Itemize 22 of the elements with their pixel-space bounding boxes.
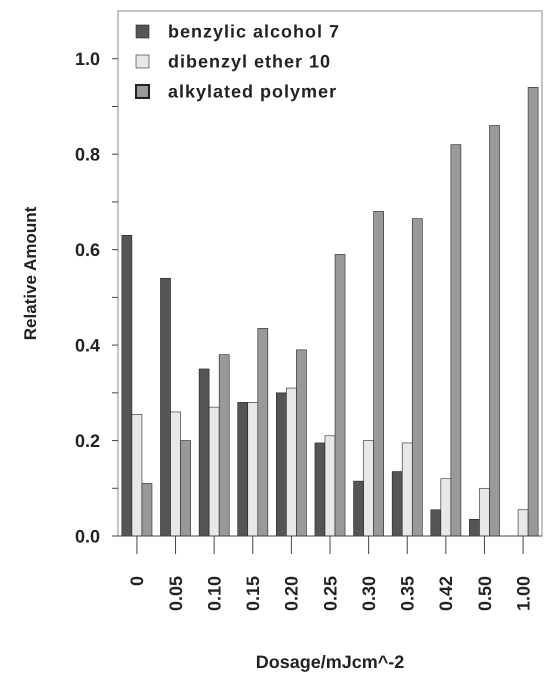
x-tick-label: 0.15 [243,576,264,612]
x-tick-label: 0.42 [436,576,456,612]
y-tick-label: 0.8 [74,144,100,164]
legend-label: dibenzyl ether 10 [168,51,332,72]
legend-label: benzylic alcohol 7 [168,21,340,42]
y-tick-label: 0.2 [74,430,100,451]
legend-label: alkylated polymer [168,81,338,102]
y-tick-label: 0.0 [74,526,100,546]
x-tick-label: 0.50 [474,576,495,612]
y-tick-label: 1.0 [74,49,100,70]
x-tick-label: 0.05 [166,576,186,612]
y-tick-label: 0.6 [74,240,100,260]
x-tick-label: 1.00 [513,576,534,612]
y-axis-title: Relative Amount [20,206,40,340]
x-tick-label: 0.20 [282,576,302,612]
y-tick-label: 0.4 [74,335,100,356]
x-tick-label: 0.30 [358,576,379,612]
x-tick-label: 0.25 [320,576,340,612]
x-axis-title: Dosage/mJcm^-2 [256,652,404,672]
x-tick-label: 0.35 [398,576,418,612]
x-tick-label: 0.10 [204,576,224,612]
x-tick-label: 0 [127,576,148,586]
